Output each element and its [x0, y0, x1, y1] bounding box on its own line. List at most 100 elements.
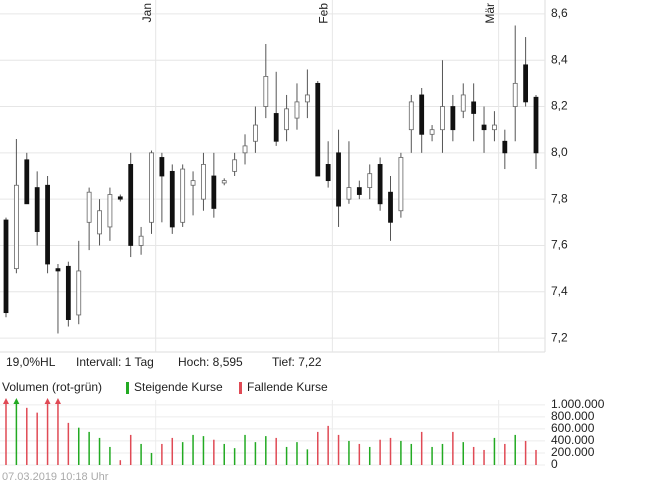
candle-body	[253, 124, 258, 142]
legend-label: Fallende Kurse	[247, 380, 328, 394]
volume-bar	[254, 442, 257, 465]
volume-bar	[15, 400, 18, 465]
volume-tick-label: 1.000.000	[551, 397, 605, 411]
volume-bar	[420, 431, 423, 465]
candle-body	[180, 168, 186, 223]
volume-tick-label: 800.000	[551, 409, 595, 423]
volume-bar	[379, 439, 381, 465]
candle-body	[512, 82, 518, 107]
y-tick-label: 7,6	[551, 238, 568, 252]
candle-body	[242, 145, 248, 154]
volume-bar	[358, 443, 361, 465]
candle-body	[367, 173, 373, 188]
volume-title: Volumen (rot-grün)	[2, 380, 102, 394]
volume-bar	[46, 400, 49, 465]
candle-body	[201, 164, 206, 200]
volume-bar	[483, 449, 485, 465]
volume-bar	[26, 407, 28, 465]
volume-bar	[57, 400, 59, 465]
legend-swatch	[239, 382, 242, 394]
candle-body	[356, 187, 362, 195]
y-tick-label: 8,6	[551, 6, 568, 20]
volume-bar	[389, 437, 392, 465]
volume-bar	[109, 446, 111, 465]
candle-body	[45, 184, 50, 265]
info-interval: Intervall: 1 Tag	[76, 355, 154, 369]
candle-body	[273, 113, 279, 142]
volume-bar	[265, 436, 267, 465]
y-tick-label: 7,8	[551, 191, 568, 205]
candle-body	[221, 180, 227, 184]
volume-bar	[129, 434, 132, 465]
candle-body	[159, 157, 165, 177]
legend-label: Steigende Kurse	[134, 380, 223, 394]
y-tick-label: 8,2	[551, 99, 568, 113]
volume-tick-label: 200.000	[551, 445, 595, 459]
volume-bar	[233, 448, 236, 465]
volume-bar	[493, 437, 496, 465]
volume-bar	[98, 437, 101, 465]
volume-bar	[368, 446, 371, 465]
volume-bar	[285, 446, 288, 465]
candle-body	[304, 94, 310, 103]
volume-overflow-arrow	[54, 398, 61, 404]
candle-body	[408, 101, 414, 131]
volume-bar	[327, 425, 329, 465]
volume-overflow-arrow	[13, 398, 20, 404]
candle-body	[24, 159, 30, 205]
volume-tick-label: 600.000	[551, 421, 595, 435]
candle-body	[336, 152, 341, 207]
candle-body	[3, 219, 9, 314]
volume-bar	[337, 434, 340, 465]
candle-body	[315, 82, 321, 177]
volume-bar	[535, 449, 537, 465]
candle-body	[34, 187, 40, 232]
date: 07.03.2019 10:18 Uhr	[2, 471, 109, 483]
candle-body	[492, 124, 497, 131]
candle-body	[190, 180, 196, 186]
volume-bar	[202, 436, 205, 465]
candle-body	[76, 270, 82, 316]
volume-bar	[213, 439, 215, 465]
candle-body	[346, 187, 352, 200]
volume-bar	[223, 443, 225, 465]
legend-swatch	[126, 382, 129, 394]
volume-bar	[150, 452, 153, 465]
volume-bar	[296, 442, 298, 465]
candle-body	[149, 152, 154, 223]
volume-bar	[275, 437, 277, 465]
volume-bar	[119, 460, 122, 465]
volume-bar	[5, 400, 7, 465]
volume-bar	[192, 434, 194, 465]
candle-body	[523, 64, 529, 103]
candle-body	[138, 235, 144, 246]
candle-body	[13, 184, 19, 270]
candle-body	[440, 106, 445, 131]
candle-body	[450, 106, 456, 131]
volume-bar	[348, 440, 350, 465]
candle-body	[429, 129, 435, 135]
volume-bar	[524, 440, 527, 465]
candle-body	[86, 191, 92, 223]
volume-tick-label: 400.000	[551, 433, 595, 447]
info-hl: 19,0%HL	[6, 355, 56, 369]
y-tick-label: 8,4	[551, 52, 568, 66]
volume-overflow-arrow	[3, 398, 9, 404]
candle-body	[294, 101, 300, 119]
volume-bar	[452, 431, 454, 465]
candle-body	[533, 96, 539, 154]
candle-body	[419, 94, 425, 135]
x-tick-label: Mär	[483, 3, 497, 24]
candle-body	[398, 157, 404, 212]
candle-body	[460, 94, 466, 112]
candle-body	[211, 175, 217, 209]
candle-body	[263, 76, 269, 107]
candle-body	[471, 101, 477, 114]
volume-bar	[400, 440, 402, 465]
x-tick-label: Feb	[317, 3, 331, 24]
volume-bar	[441, 443, 444, 465]
volume-bar	[36, 412, 38, 465]
volume-bar	[67, 422, 70, 465]
volume-bar	[431, 446, 433, 465]
